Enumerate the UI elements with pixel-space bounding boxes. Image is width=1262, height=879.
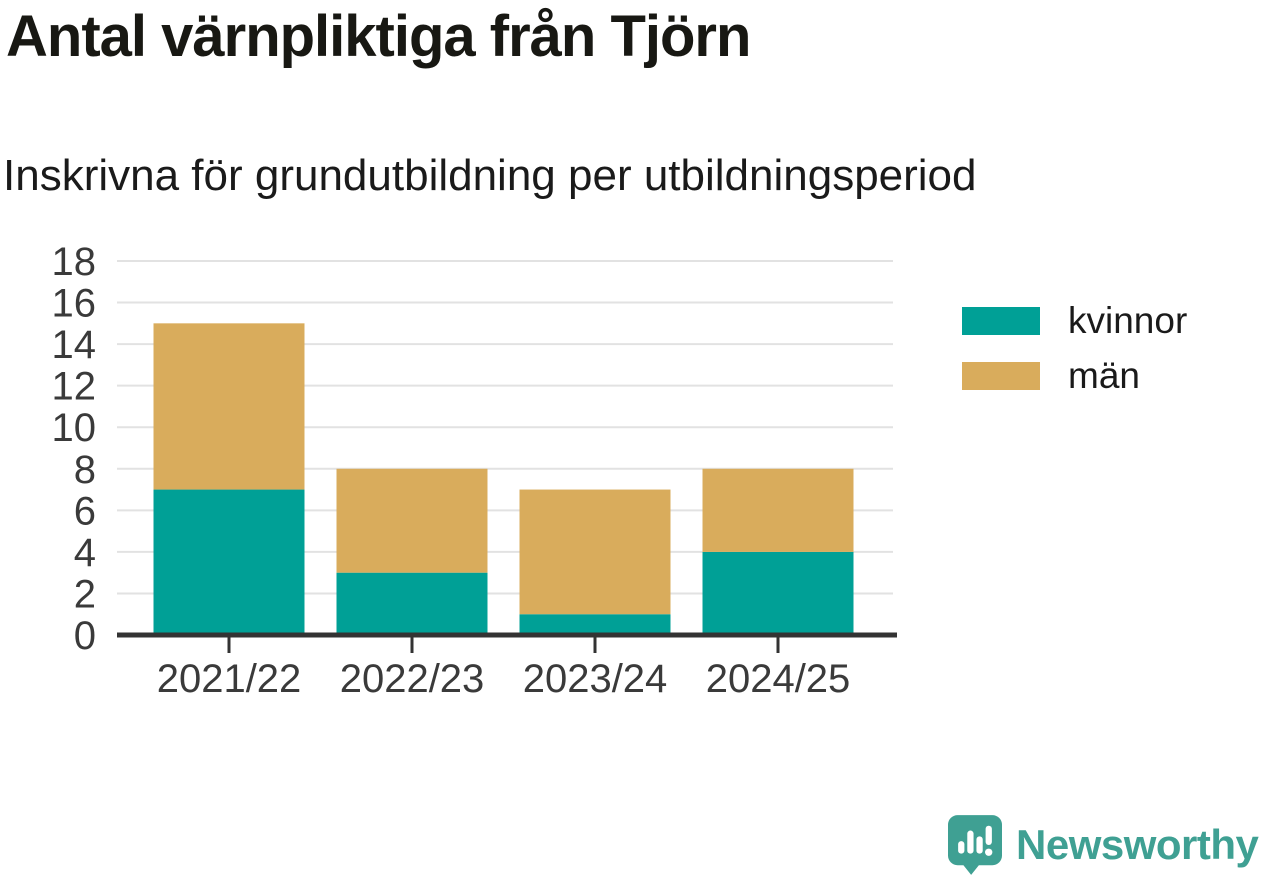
legend-swatch-kvinnor (962, 307, 1040, 335)
legend-item-man: män (962, 354, 1187, 398)
bar-segment-män-2021-22 (153, 323, 305, 490)
legend-label-man: män (1068, 355, 1140, 396)
stacked-bar-chart: 2021/22 2022/23 2023/24 2024/25024681012141… (52, 240, 897, 701)
y-tick-label-14: 14 (52, 323, 97, 367)
bar-segment-kvinnor-2022-23 (336, 572, 488, 635)
y-tick-label-4: 4 (74, 531, 96, 575)
chart-title: Antal värnpliktiga från Tjörn (6, 4, 751, 69)
legend-item-kvinnor: kvinnor (962, 299, 1187, 343)
newsworthy-speech-bubble-chart-icon (948, 815, 1002, 875)
y-tick-label-12: 12 (52, 365, 97, 409)
y-tick-label-16: 16 (52, 282, 97, 326)
y-tick-label-0: 0 (74, 614, 96, 658)
y-tick-label-18: 18 (52, 240, 97, 284)
bar-segment-män-2022-23 (336, 468, 488, 573)
x-tick-label-2024-25: 2024/25 (706, 657, 851, 701)
bar-segment-män-2023-24 (519, 489, 671, 615)
y-tick-label-6: 6 (74, 489, 96, 533)
x-tick-label-2021-22: 2021/22 (157, 657, 302, 701)
y-tick-label-10: 10 (52, 406, 97, 450)
x-tick-label-2023-24: 2023/24 (523, 657, 668, 701)
legend-swatch-man (962, 362, 1040, 390)
legend-label-kvinnor: kvinnor (1068, 300, 1188, 341)
bar-segment-kvinnor-2023-24 (519, 614, 671, 635)
bar-segment-kvinnor-2024-25 (702, 551, 854, 635)
bar-segment-kvinnor-2021-22 (153, 489, 305, 635)
y-tick-label-2: 2 (74, 572, 96, 616)
newsworthy-wordmark: Newsworthy (1016, 821, 1259, 868)
y-tick-label-8: 8 (74, 448, 96, 492)
x-tick-label-2022-23: 2022/23 (340, 657, 485, 701)
legend: kvinnor män (962, 299, 1187, 409)
newsworthy-logo: Newsworthy (948, 814, 1259, 876)
chart-subtitle: Inskrivna för grundutbildning per utbild… (3, 151, 977, 200)
bar-segment-män-2024-25 (702, 468, 854, 552)
